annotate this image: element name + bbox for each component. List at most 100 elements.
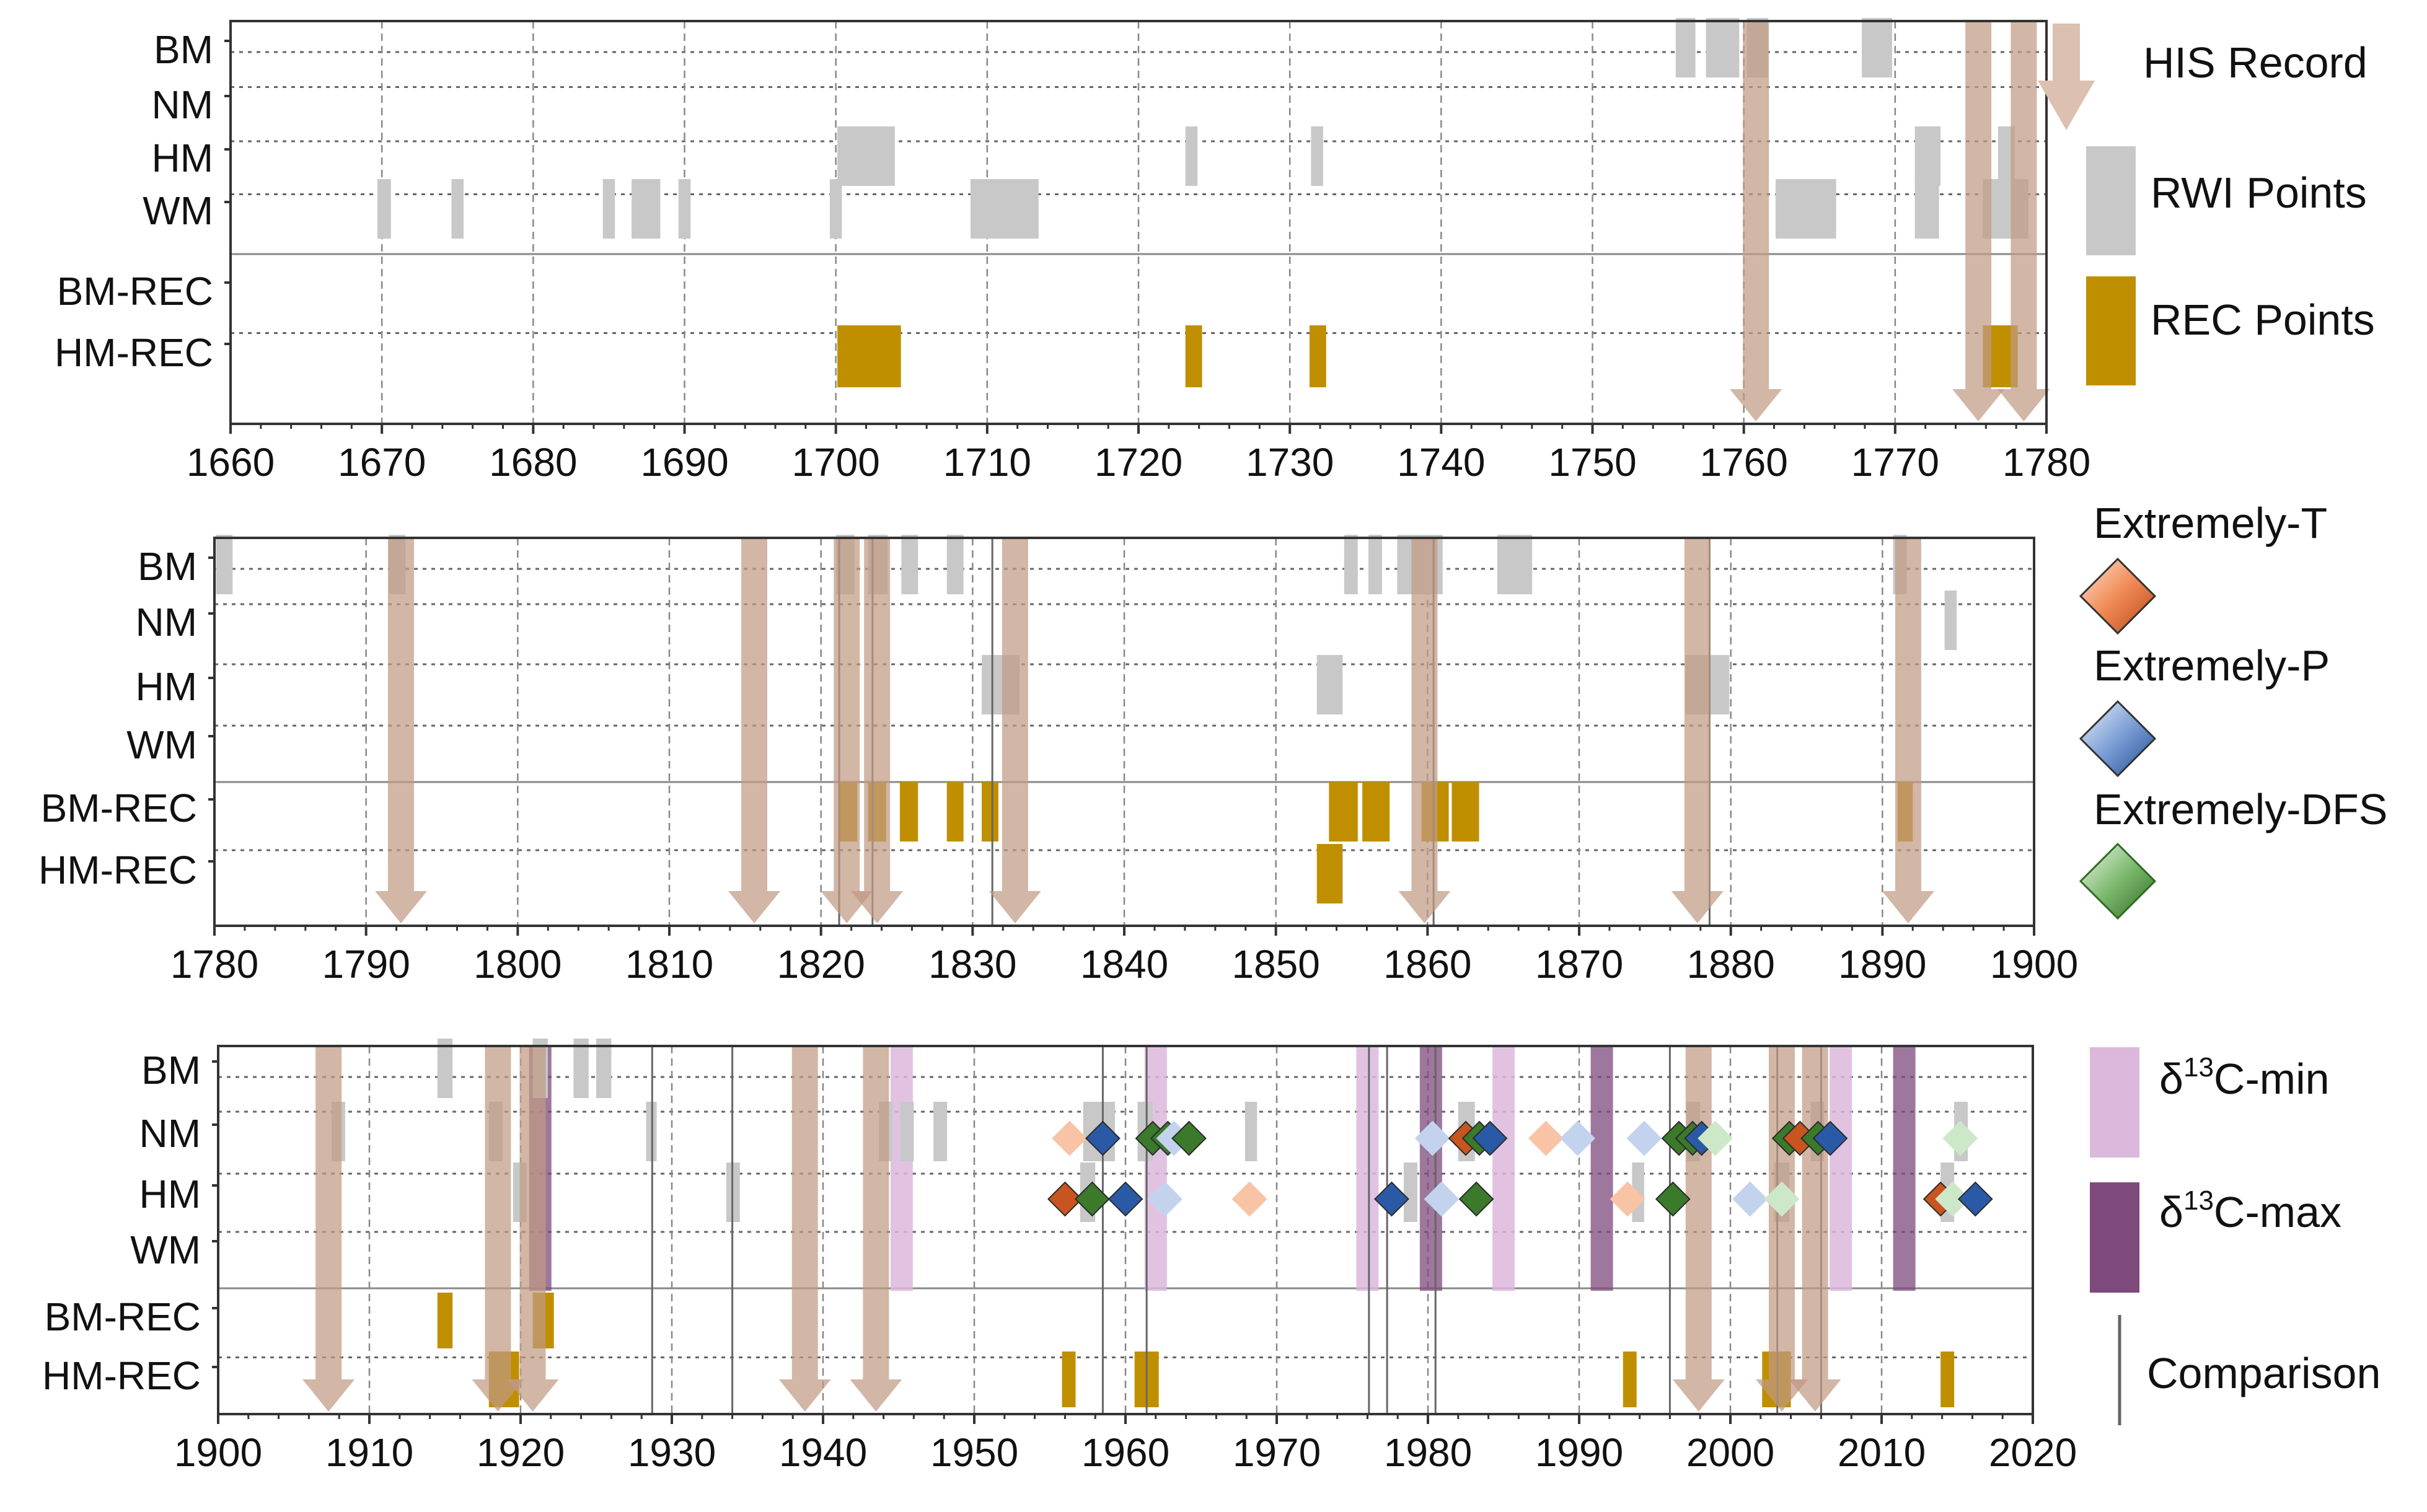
d13c-min-band (1144, 1046, 1167, 1291)
x-tick-label: 2010 (1838, 1430, 1926, 1475)
rwi-point (933, 1102, 948, 1161)
rwi-point (1185, 126, 1198, 186)
row-label: WM (130, 1228, 201, 1272)
rwi-point (829, 179, 842, 239)
row-label: HM (139, 1172, 201, 1216)
rec-point (982, 782, 998, 842)
x-tick-label: 1730 (1246, 440, 1334, 485)
d13c-max-band (1419, 1046, 1442, 1291)
his-record-arrow (1952, 21, 2005, 421)
legend-his-record-label: HIS Record (2143, 38, 2368, 87)
extreme-p-marker (1472, 1120, 1508, 1156)
rwi-point (1368, 535, 1382, 594)
legend-rwi-points-label: RWI Points (2151, 169, 2367, 217)
extreme-p-marker (1374, 1181, 1409, 1217)
row-label: HM-REC (42, 1353, 201, 1398)
extreme-t-marker (1231, 1181, 1267, 1217)
extreme-p-marker (1085, 1120, 1121, 1156)
legend-d13c-min: δ13C-min (2090, 1047, 2330, 1158)
x-tick-label: 1990 (1535, 1430, 1623, 1475)
x-tick-label: 1760 (1699, 440, 1787, 485)
x-tick-label: 1900 (1990, 942, 2078, 987)
his-record-arrow (1882, 538, 1934, 923)
d13c-min-band (1492, 1046, 1515, 1291)
legend: HIS Record RWI Points REC Points Extreme… (2038, 24, 2387, 1425)
extreme-dfs-marker (1458, 1181, 1494, 1217)
x-tick-label: 1910 (325, 1430, 413, 1475)
rwi-point (1497, 535, 1533, 594)
his-record-arrow (778, 1046, 831, 1412)
rec-point (899, 782, 918, 842)
row-label: NM (135, 600, 197, 644)
extreme-dfs-marker (1171, 1120, 1207, 1156)
legend-his-record: HIS Record (2038, 24, 2368, 130)
rwi-point (1344, 535, 1358, 594)
x-tick-label: 1700 (791, 440, 879, 485)
x-tick-label: 1830 (928, 942, 1016, 987)
row-label: BM (141, 1048, 201, 1092)
rwi-point (901, 535, 918, 594)
legend-rwi-points: RWI Points (2086, 146, 2367, 255)
rec-point (437, 1293, 453, 1348)
x-tick-label: 1890 (1838, 942, 1926, 987)
row-label: HM (151, 136, 213, 180)
x-tick-label: 1860 (1383, 942, 1471, 987)
rec-point (1623, 1352, 1637, 1407)
rec-point (1309, 325, 1326, 387)
legend-comparison-label: Comparison (2147, 1349, 2381, 1397)
x-tick-label: 1790 (322, 942, 410, 987)
extreme-p-marker (1957, 1181, 1993, 1217)
panel-1780-1900: BM NM HM WM BM-REC HM-REC 1780 1790 1800 1810 1820… (38, 535, 2078, 987)
d13c-min-band (1830, 1046, 1852, 1291)
extreme-t-marker (1528, 1120, 1564, 1156)
x-tick-label: 1780 (2002, 440, 2090, 485)
x-tick-label: 1690 (640, 440, 728, 485)
x-tick-label: 1720 (1095, 440, 1183, 485)
rwi-point (900, 1102, 914, 1161)
x-tick-label: 1930 (628, 1430, 716, 1475)
rec-point (1062, 1352, 1076, 1407)
rec-point (837, 325, 901, 387)
extreme-dfs-marker (1942, 1120, 1978, 1156)
row-label: HM-REC (38, 848, 197, 892)
his-record-arrow (1672, 1046, 1725, 1412)
d13c-max-band (1590, 1046, 1613, 1291)
rwi-point (678, 179, 691, 239)
extreme-t-marker (1047, 1181, 1083, 1217)
x-tick-label: 1970 (1233, 1430, 1321, 1475)
row-label: BM (154, 27, 213, 72)
extreme-dfs-marker (1074, 1181, 1110, 1217)
d13c-min-band (890, 1046, 913, 1291)
rwi-point (1403, 1163, 1417, 1222)
panel-1660-1780: BM NM HM WM BM-REC HM-REC 1660 1670 1680 1690 1700… (55, 18, 2090, 485)
rwi-point (573, 1039, 589, 1098)
row-label: BM-REC (45, 1294, 201, 1339)
row-label: BM (138, 544, 197, 589)
x-tick-label: 1960 (1081, 1430, 1169, 1475)
rwi-point (1311, 126, 1323, 186)
his-record-arrow (851, 538, 904, 923)
extreme-p-marker (1147, 1181, 1183, 1217)
x-tick-label: 1920 (477, 1430, 565, 1475)
x-tick-label: 2000 (1686, 1430, 1774, 1475)
row-label: BM-REC (57, 269, 213, 314)
rec-point (1362, 782, 1390, 842)
legend-extremely-p-label: Extremely-P (2094, 641, 2330, 690)
rwi-point (946, 535, 964, 594)
his-record-arrow (1998, 21, 2050, 421)
rwi-point (437, 1039, 453, 1098)
x-tick-label: 2020 (1989, 1430, 2077, 1475)
row-label: NM (139, 1111, 201, 1156)
legend-extremely-dfs: Extremely-DFS (2079, 785, 2387, 920)
rec-point (946, 782, 964, 842)
x-tick-label: 1940 (779, 1430, 867, 1475)
x-tick-label: 1870 (1535, 942, 1623, 987)
rwi-point (1914, 126, 1941, 186)
rwi-point (596, 1039, 612, 1098)
x-tick-label: 1900 (174, 1430, 262, 1475)
his-record-arrow (374, 538, 427, 923)
row-label: NM (151, 82, 213, 127)
rwi-point (1944, 591, 1957, 650)
his-record-arrow (302, 1046, 355, 1412)
